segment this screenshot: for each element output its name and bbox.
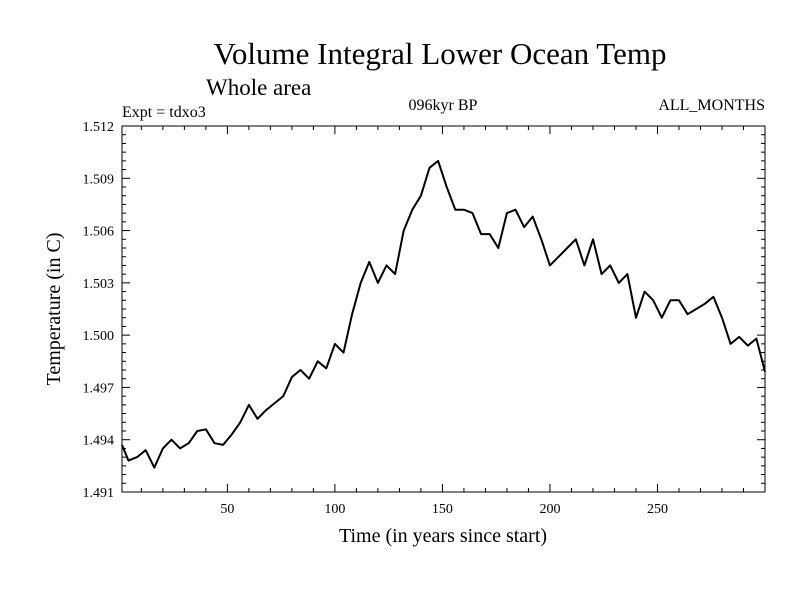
series-layer xyxy=(121,159,766,469)
chart-title: Volume Integral Lower Ocean Temp xyxy=(214,36,667,71)
period-label: 096kyr BP xyxy=(409,97,478,114)
chart-subtitle: Whole area xyxy=(206,75,311,100)
y-tick-label: 1.491 xyxy=(83,486,115,501)
x-axis: 50 100 150 200 250 xyxy=(140,126,744,517)
y-axis: 1.491 1.494 1.497 1.500 1.503 1.506 1.509 1.512 xyxy=(83,120,765,501)
series-line xyxy=(121,159,766,469)
y-tick-label: 1.506 xyxy=(83,225,115,240)
y-tick-label: 1.512 xyxy=(83,120,115,135)
y-tick-label: 1.503 xyxy=(83,277,115,292)
y-tick-label: 1.497 xyxy=(83,381,115,396)
y-tick-label: 1.500 xyxy=(83,329,115,344)
plot-frame xyxy=(121,125,766,493)
x-tick-label: 150 xyxy=(432,502,453,517)
experiment-label: Expt = tdxo3 xyxy=(122,104,206,121)
months-label: ALL_MONTHS xyxy=(658,97,765,114)
y-tick-label: 1.509 xyxy=(83,172,115,187)
x-tick-label: 50 xyxy=(220,502,234,517)
x-tick-label: 200 xyxy=(539,502,560,517)
x-axis-label: Time (in years since start) xyxy=(339,525,547,547)
x-tick-label: 100 xyxy=(324,502,345,517)
y-axis-label: Temperature (in C) xyxy=(43,233,65,386)
x-tick-label: 250 xyxy=(647,502,668,517)
y-tick-label: 1.494 xyxy=(83,434,115,449)
